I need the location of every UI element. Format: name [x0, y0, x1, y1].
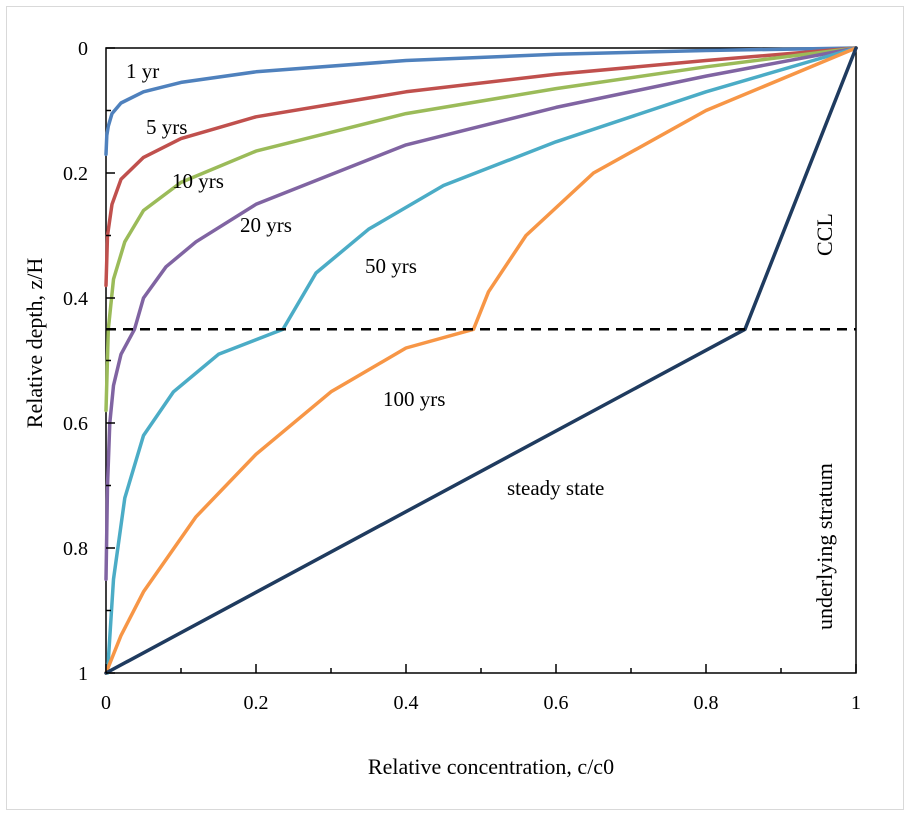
- x-axis-label: Relative concentration, c/c0: [368, 754, 614, 779]
- labels-layer: 1 yr 5 yrs 10 yrs 20 yrs 50 yrs 100 yrs …: [22, 59, 837, 779]
- y-tick-label: 0.8: [63, 538, 88, 560]
- series-line-50-yrs: [105, 46, 858, 675]
- chart-frame: [6, 6, 904, 810]
- series-line-20-yrs: [104, 46, 858, 582]
- ccl-label: CCL: [812, 213, 837, 256]
- series-label-20yrs: 20 yrs: [240, 213, 292, 237]
- series-line-5-yrs: [104, 46, 858, 288]
- y-tick-label: 0.4: [63, 288, 88, 310]
- x-tick-label: 0.8: [694, 692, 719, 714]
- x-tick-label: 0.4: [394, 692, 419, 714]
- x-tick-label: 0: [101, 692, 111, 714]
- series-line-10-yrs: [104, 46, 858, 413]
- ticks-layer: 0 0.2 0.4 0.6 0.8 100.20.40.60.81: [63, 38, 861, 714]
- series-label-10yrs: 10 yrs: [172, 169, 224, 193]
- x-tick-label: 1: [851, 692, 861, 714]
- x-tick-label: 0.6: [544, 692, 569, 714]
- series-line-100-yrs: [104, 46, 858, 675]
- y-tick-label: 0: [78, 38, 88, 60]
- plot-area: [105, 47, 857, 674]
- series-label-50yrs: 50 yrs: [365, 254, 417, 278]
- y-tick-label: 1: [78, 663, 88, 685]
- underlying-stratum-label: underlying stratum: [812, 463, 837, 630]
- y-tick-label: 0.2: [63, 163, 88, 185]
- y-tick-label: 0.6: [63, 413, 88, 435]
- series-line-1-yr: [104, 46, 858, 157]
- series-label-steady-state: steady state: [507, 476, 604, 500]
- y-axis-label: Relative depth, z/H: [22, 258, 47, 429]
- series-label-100yrs: 100 yrs: [383, 387, 445, 411]
- series-layer: [104, 46, 858, 675]
- x-tick-label: 0.2: [244, 692, 269, 714]
- series-line-steady-state: [104, 46, 858, 675]
- series-label-1yr: 1 yr: [126, 59, 159, 83]
- series-label-5yrs: 5 yrs: [146, 115, 187, 139]
